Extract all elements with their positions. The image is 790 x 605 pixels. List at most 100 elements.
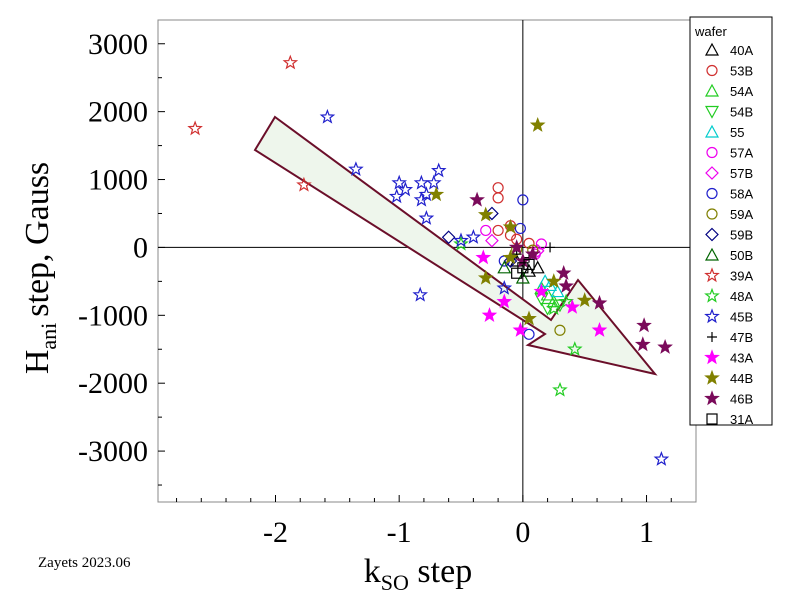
legend-label-45B: 45B [730, 310, 753, 325]
data-point-46B [657, 338, 673, 354]
data-point-57A [480, 224, 492, 237]
data-point-45B [425, 174, 442, 190]
data-point-45B [391, 174, 408, 190]
data-point-43A [496, 293, 513, 309]
data-point-46B [469, 191, 485, 207]
data-point-43A [481, 307, 498, 323]
data-point-53B [492, 224, 504, 237]
data-point-45B [465, 228, 482, 244]
data-point-45B [319, 108, 336, 124]
legend-box [689, 16, 773, 426]
y-axis: 3000 2000 1000 0 -1000 -2000 -3000 [78, 28, 165, 486]
legend-label-54B: 54B [730, 105, 753, 120]
data-point-45B [397, 181, 414, 197]
data-point-43A [475, 249, 492, 265]
data-point-44B [428, 186, 445, 202]
legend-marker-44B [704, 369, 720, 385]
x-tick-label: -1 [387, 516, 412, 549]
data-markers [187, 54, 673, 466]
data-point-45B [430, 162, 447, 178]
data-point-50B [515, 270, 530, 284]
data-point-45B [496, 280, 513, 295]
data-point-43A [591, 321, 608, 337]
data-point-48A [453, 235, 469, 251]
legend-label-59B: 59B [730, 228, 753, 243]
data-point-55 [550, 284, 565, 298]
data-point-31A [523, 258, 535, 270]
data-point-39A [282, 54, 299, 70]
legend-marker-40A [704, 42, 720, 56]
legend-label-57A: 57A [730, 146, 753, 161]
y-tick-label: -1000 [78, 299, 148, 332]
y-tick-label: 2000 [88, 96, 148, 129]
x-axis-title: kSO step [364, 553, 472, 595]
y-tick-label: 0 [133, 231, 148, 264]
data-point-48A [558, 293, 574, 309]
legend-marker-47B [707, 332, 717, 342]
data-point-45B [653, 450, 670, 466]
data-point-45B [413, 191, 430, 207]
legend-items: 40A 53B 54A 54B 55 57A 57B 58A 59A 59B 50B 39A 48A 45… [704, 42, 753, 427]
legend-marker-57B [705, 166, 719, 180]
data-point-43A [533, 283, 550, 299]
data-point-48A [552, 381, 568, 397]
data-point-55 [538, 274, 553, 287]
legend-marker-55 [704, 124, 720, 138]
data-point-45B [348, 161, 364, 176]
legend-label-55: 55 [730, 125, 744, 140]
data-point-44B [477, 206, 494, 222]
data-point-46B [636, 317, 652, 333]
data-point-44B [502, 218, 519, 234]
data-point-46B [591, 294, 608, 310]
legend-label-50B: 50B [730, 248, 753, 263]
data-point-46B [525, 245, 541, 261]
data-point-46B [555, 264, 572, 280]
data-point-59B [485, 206, 499, 221]
x-tick-label: 1 [639, 516, 654, 549]
legend-label-53B: 53B [730, 64, 753, 79]
legend-marker-54B [704, 105, 720, 119]
data-point-45B [388, 188, 405, 204]
data-point-59B [441, 230, 456, 245]
data-point-46B [508, 239, 525, 255]
legend-marker-59B [705, 227, 719, 242]
data-point-39A [296, 176, 312, 192]
data-point-44B [477, 269, 494, 285]
legend-label-58A: 58A [730, 187, 753, 202]
data-point-54A [546, 294, 561, 308]
y-tick-label: -2000 [78, 367, 148, 400]
plot-frame [157, 19, 697, 503]
data-point-48A [545, 300, 562, 316]
x-tick-label: 0 [515, 516, 530, 549]
y-axis-title: Hanistep, Gauss [19, 162, 61, 374]
legend-title: wafer [694, 24, 727, 39]
y-tick-label: 1000 [88, 164, 148, 197]
x-tick-label: -2 [263, 516, 288, 549]
legend-marker-57A [706, 146, 718, 159]
y-tick-label: -3000 [78, 435, 148, 468]
legend-marker-39A [704, 267, 720, 283]
data-point-50B [497, 260, 512, 274]
data-point-58A [514, 222, 526, 235]
data-point-44B [521, 310, 537, 326]
legend-label-44B: 44B [730, 371, 753, 386]
legend: wafer 40A 53B 54A 54B 55 57A 57B 58A 59A 59B 50B 39… [689, 16, 773, 427]
x-axis: -2 -1 0 1 [176, 495, 672, 549]
legend-marker-46B [704, 390, 720, 406]
legend-marker-53B [706, 64, 718, 77]
data-point-44B [545, 273, 562, 288]
data-point-58A [517, 194, 529, 206]
legend-label-40A: 40A [730, 43, 753, 58]
legend-marker-48A [704, 287, 720, 303]
data-point-53B [492, 192, 504, 204]
legend-label-54A: 54A [730, 84, 753, 99]
legend-marker-43A [704, 349, 720, 365]
data-point-43A [512, 321, 529, 337]
legend-label-48A: 48A [730, 289, 753, 304]
data-point-46B [634, 336, 651, 352]
legend-label-46B: 46B [730, 392, 753, 407]
data-point-46B [558, 277, 574, 293]
data-point-45B [418, 209, 435, 225]
data-point-40A [530, 260, 545, 274]
